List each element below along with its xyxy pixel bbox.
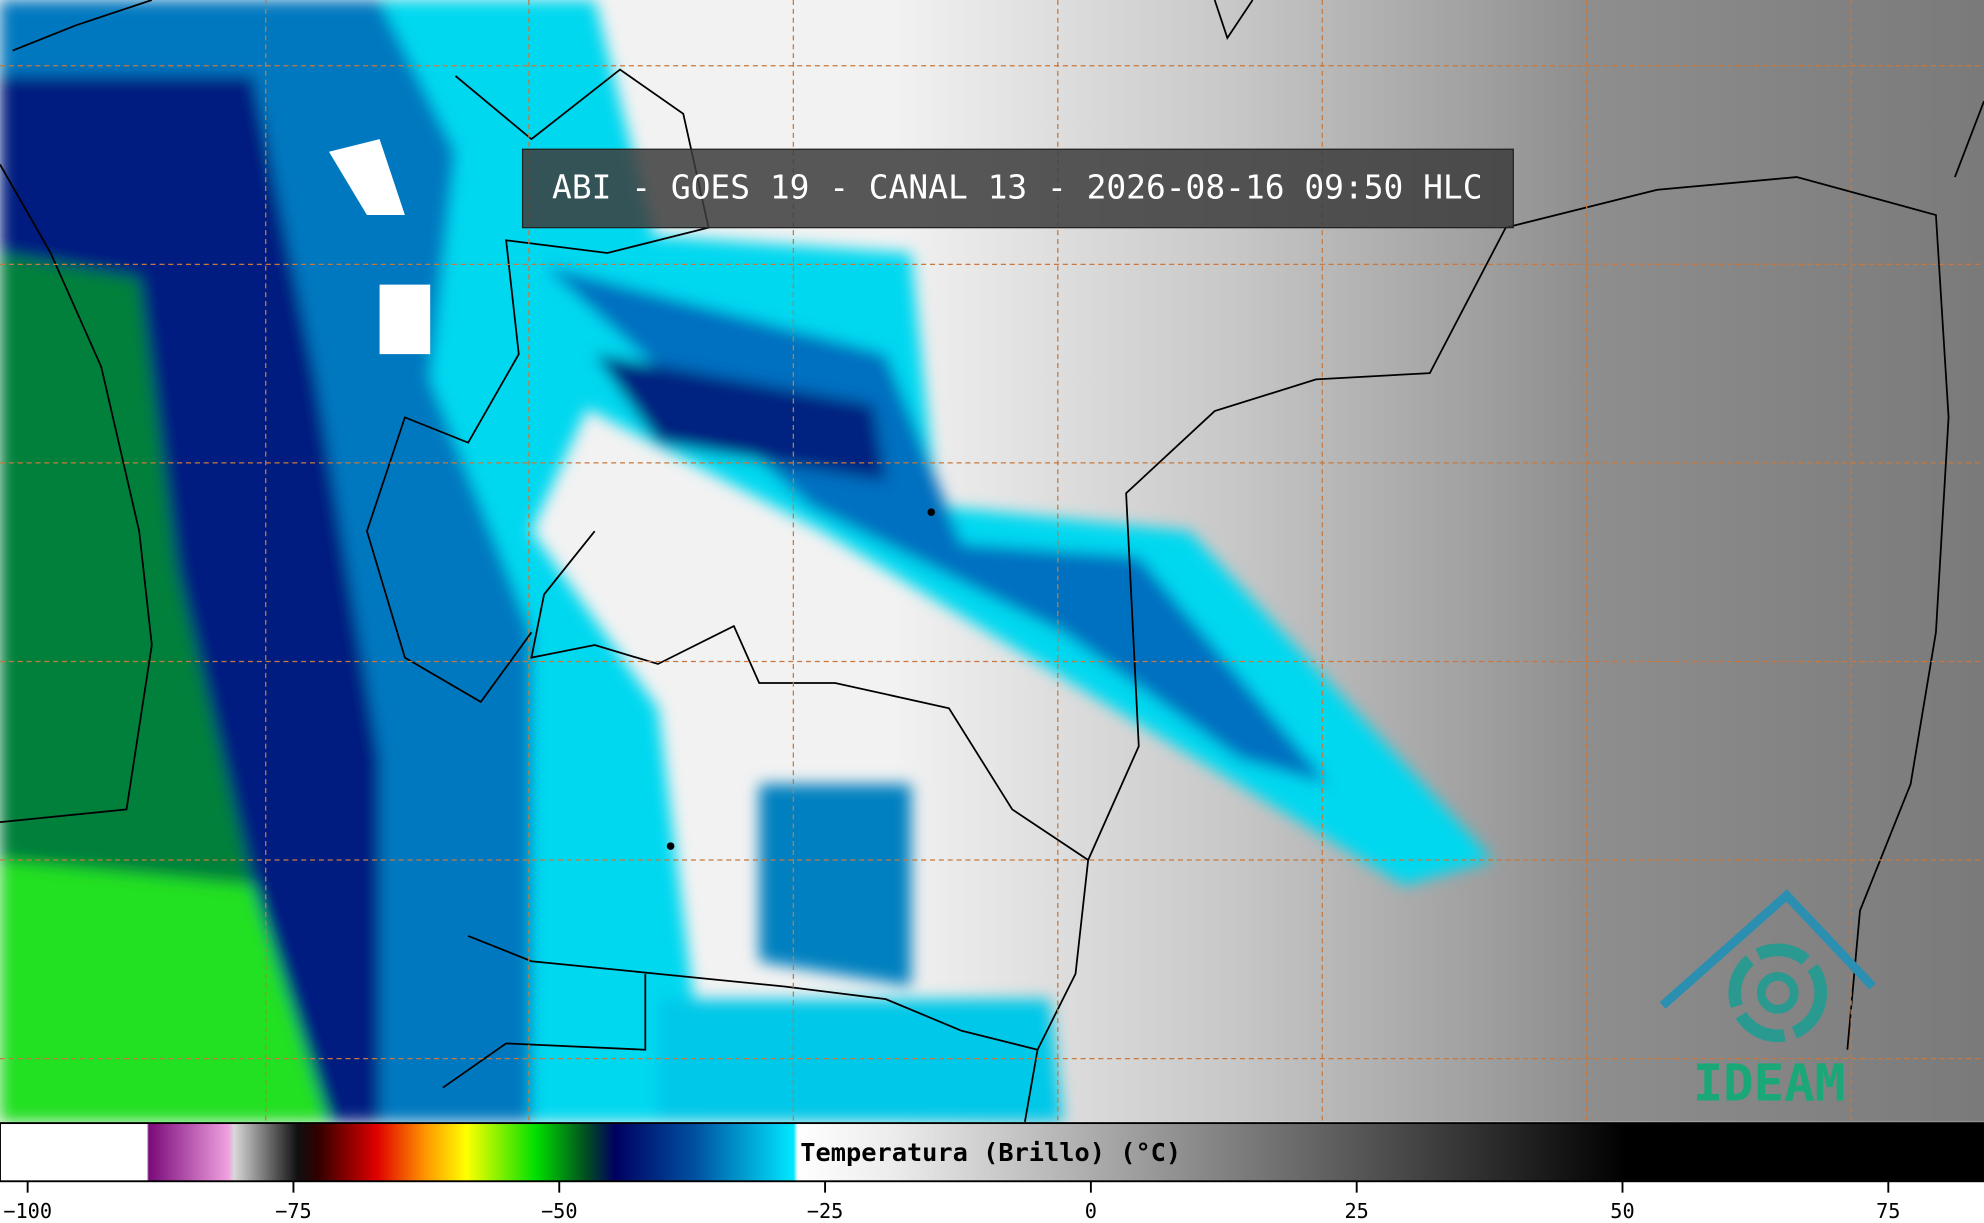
colorbar-label: Temperatura (Brillo) (°C) — [800, 1138, 1181, 1167]
tick-label: 50 — [1610, 1199, 1634, 1223]
tick-label: 75 — [1876, 1199, 1900, 1223]
borders — [0, 0, 1984, 1122]
logo: IDEAM — [1659, 889, 1876, 1112]
tick-label: 0 — [1085, 1199, 1097, 1223]
tick-label: −75 — [275, 1199, 312, 1223]
title: ABI - GOES 19 - CANAL 13 - 2026-08-16 09… — [552, 168, 1482, 207]
city-dot — [666, 842, 675, 850]
city-dot — [927, 508, 936, 517]
logo-text: IDEAM — [1693, 1053, 1845, 1112]
tick-label: 25 — [1345, 1199, 1369, 1223]
tick-label: −50 — [541, 1199, 578, 1223]
colorbar-ramp — [0, 1122, 1984, 1183]
tick-label: −25 — [807, 1199, 844, 1223]
title-box — [521, 148, 1514, 229]
colorbar: Temperatura (Brillo) (°C) — [0, 1122, 1984, 1183]
tick-label: −100 — [3, 1199, 52, 1223]
